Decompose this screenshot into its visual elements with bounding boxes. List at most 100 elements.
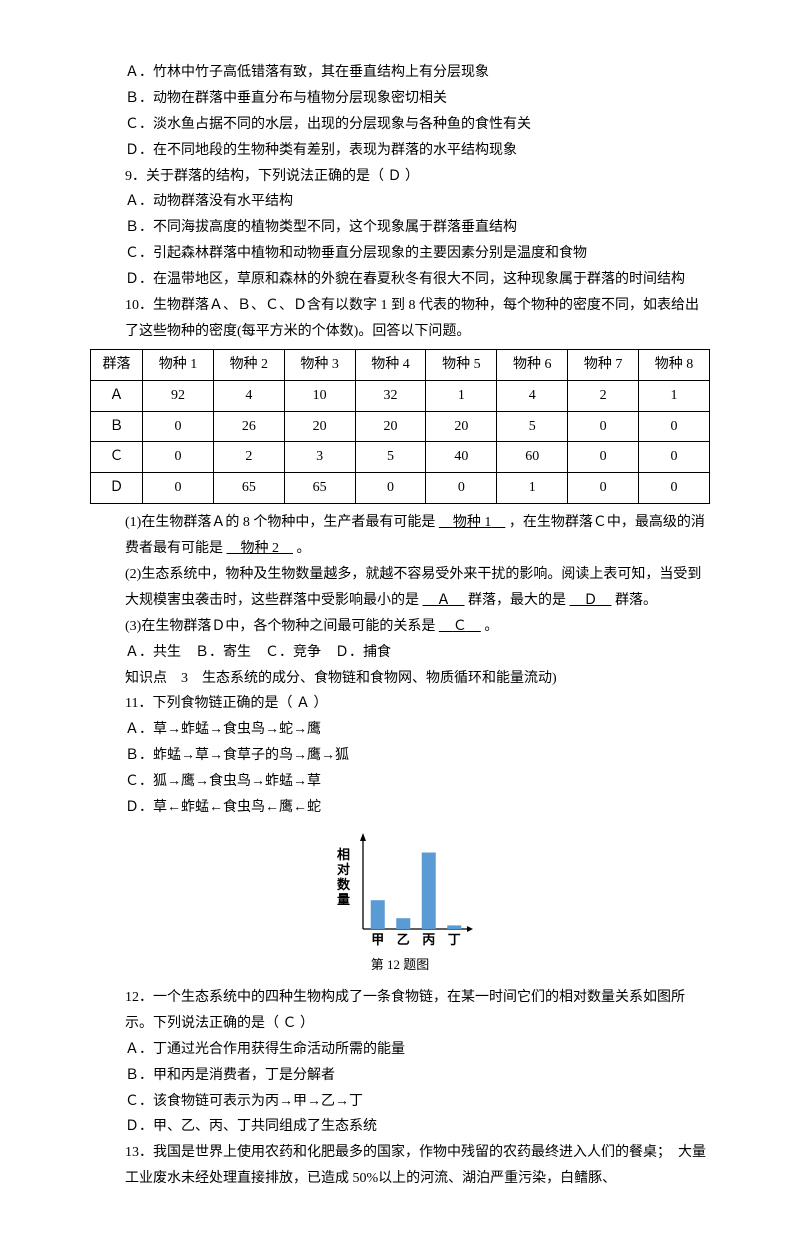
q9-opt-a: Ａ．动物群落没有水平结构 xyxy=(90,189,710,215)
q11-stem-close: ） xyxy=(313,696,327,711)
th-0: 群落 xyxy=(91,349,143,380)
q13-stem: 13．我国是世界上使用农药和化肥最多的国家，作物中残留的农药最终进入人们的餐桌；… xyxy=(90,1140,710,1192)
table-cell: 92 xyxy=(143,380,214,411)
table-row: Ｄ0656500100 xyxy=(91,473,710,504)
table-cell: 0 xyxy=(639,442,710,473)
table-cell: 65 xyxy=(284,473,355,504)
table-cell: 1 xyxy=(497,473,568,504)
q9-stem-text: 9．关于群落的结构，下列说法正确的是（ xyxy=(125,169,384,184)
q10-table: 群落 物种 1 物种 2 物种 3 物种 4 物种 5 物种 6 物种 7 物种… xyxy=(90,349,710,504)
q10-part2: (2)生态系统中，物种及生物数量越多，就越不容易受外来干扰的影响。阅读上表可知，… xyxy=(90,562,710,614)
q12-opt-c: Ｃ．该食物链可表示为丙→甲→乙→丁 xyxy=(90,1089,710,1115)
q8-opt-a: Ａ．竹林中竹子高低错落有致，其在垂直结构上有分层现象 xyxy=(90,60,710,86)
table-cell: 26 xyxy=(213,411,284,442)
q10-p2b: 群落，最大的是 xyxy=(468,593,566,608)
th-6: 物种 6 xyxy=(497,349,568,380)
table-cell: 1 xyxy=(426,380,497,411)
table-cell: 4 xyxy=(213,380,284,411)
q10-p3-ans: Ｃ xyxy=(439,619,481,634)
q11-stem: 11．下列食物链正确的是（ Ａ ） xyxy=(90,691,710,717)
q9-opt-d: Ｄ．在温带地区，草原和森林的外貌在春夏秋冬有很大不同，这种现象属于群落的时间结构 xyxy=(90,267,710,293)
q12-stem-close: ） xyxy=(300,1016,314,1031)
q10-p2-ans2: Ｄ xyxy=(570,593,612,608)
chart-category-label: 乙 xyxy=(397,932,410,947)
q12-answer: Ｃ xyxy=(283,1016,297,1031)
table-cell: 20 xyxy=(355,411,426,442)
q12-stem: 12．一个生态系统中的四种生物构成了一条食物链，在某一时间它们的相对数量关系如图… xyxy=(90,985,710,1037)
th-4: 物种 4 xyxy=(355,349,426,380)
table-cell: 32 xyxy=(355,380,426,411)
table-cell: 65 xyxy=(213,473,284,504)
table-header-row: 群落 物种 1 物种 2 物种 3 物种 4 物种 5 物种 6 物种 7 物种… xyxy=(91,349,710,380)
table-cell: 0 xyxy=(568,411,639,442)
table-row: Ｃ0235406000 xyxy=(91,442,710,473)
q11-opt-a: Ａ．草→蚱蜢→食虫鸟→蛇→鹰 xyxy=(90,717,710,743)
q11-opt-d: Ｄ．草←蚱蜢←食虫鸟←鹰←蛇 xyxy=(90,795,710,821)
q10-part1: (1)在生物群落Ａ的 8 个物种中，生产者最有可能是 物种 1 ，在生物群落Ｃ中… xyxy=(90,510,710,562)
th-3: 物种 3 xyxy=(284,349,355,380)
q12-opt-a: Ａ．丁通过光合作用获得生命活动所需的能量 xyxy=(90,1037,710,1063)
q9-stem-close: ） xyxy=(405,169,419,184)
table-cell: 0 xyxy=(568,442,639,473)
th-1: 物种 1 xyxy=(143,349,214,380)
q10-part3: (3)在生物群落Ｄ中，各个物种之间最可能的关系是 Ｃ 。 xyxy=(90,614,710,640)
q10-p1-ans1: 物种 1 xyxy=(439,515,506,530)
q10-p1c: 。 xyxy=(297,541,311,556)
chart-ylabel: 相 xyxy=(337,847,350,862)
q9-opt-c: Ｃ．引起森林群落中植物和动物垂直分层现象的主要因素分别是温度和食物 xyxy=(90,241,710,267)
q10-part3-opts: Ａ．共生 Ｂ．寄生 Ｃ．竞争 Ｄ．捕食 xyxy=(90,640,710,666)
q10-p3a: (3)在生物群落Ｄ中，各个物种之间最可能的关系是 xyxy=(125,619,435,634)
table-cell: 0 xyxy=(568,473,639,504)
chart-category-label: 丁 xyxy=(448,932,461,947)
chart-category-label: 丙 xyxy=(422,932,435,947)
table-cell: 5 xyxy=(497,411,568,442)
chart-ylabel: 量 xyxy=(337,892,350,907)
table-row: Ｂ026202020500 xyxy=(91,411,710,442)
th-7: 物种 7 xyxy=(568,349,639,380)
q11-opt-c: Ｃ．狐→鹰→食虫鸟→蚱蜢→草 xyxy=(90,769,710,795)
q12-opt-b: Ｂ．甲和丙是消费者，丁是分解者 xyxy=(90,1063,710,1089)
chart-ylabel: 对 xyxy=(337,862,350,877)
q10-p3b: 。 xyxy=(484,619,498,634)
table-cell: 0 xyxy=(639,473,710,504)
q9-opt-b: Ｂ．不同海拔高度的植物类型不同，这个现象属于群落垂直结构 xyxy=(90,215,710,241)
table-cell: 0 xyxy=(355,473,426,504)
chart-bar xyxy=(422,852,436,929)
q11-opt-b: Ｂ．蚱蜢→草→食草子的鸟→鹰→狐 xyxy=(90,743,710,769)
table-cell: 0 xyxy=(426,473,497,504)
chart-bar xyxy=(396,918,410,929)
table-cell: 60 xyxy=(497,442,568,473)
chart-bar xyxy=(371,900,385,929)
table-cell: 4 xyxy=(497,380,568,411)
table-cell: 0 xyxy=(143,473,214,504)
chart-ylabel: 数 xyxy=(337,877,351,892)
table-cell: 2 xyxy=(568,380,639,411)
q9-stem: 9．关于群落的结构，下列说法正确的是（ Ｄ ） xyxy=(90,164,710,190)
q10-p2c: 群落。 xyxy=(615,593,657,608)
q8-opt-b: Ｂ．动物在群落中垂直分布与植物分层现象密切相关 xyxy=(90,86,710,112)
table-cell: 2 xyxy=(213,442,284,473)
q12-opt-d: Ｄ．甲、乙、丙、丁共同组成了生态系统 xyxy=(90,1114,710,1140)
q11-stem-text: 11．下列食物链正确的是（ xyxy=(125,696,292,711)
table-cell: Ｃ xyxy=(91,442,143,473)
table-cell: 3 xyxy=(284,442,355,473)
chart-category-label: 甲 xyxy=(371,932,384,947)
table-cell: 10 xyxy=(284,380,355,411)
q9-answer: Ｄ xyxy=(388,169,402,184)
q10-stem: 10．生物群落Ａ、Ｂ、Ｃ、Ｄ含有以数字 1 到 8 代表的物种，每个物种的密度不… xyxy=(90,293,710,345)
th-2: 物种 2 xyxy=(213,349,284,380)
th-5: 物种 5 xyxy=(426,349,497,380)
q8-opt-c: Ｃ．淡水鱼占据不同的水层，出现的分层现象与各种鱼的食性有关 xyxy=(90,112,710,138)
q11-answer: Ａ xyxy=(296,696,310,711)
chart-bar xyxy=(447,925,461,929)
table-cell: 5 xyxy=(355,442,426,473)
table-cell: 40 xyxy=(426,442,497,473)
table-cell: 0 xyxy=(639,411,710,442)
th-8: 物种 8 xyxy=(639,349,710,380)
table-cell: Ａ xyxy=(91,380,143,411)
q10-p1-ans2: 物种 2 xyxy=(227,541,294,556)
q10-p2-ans1: Ａ xyxy=(423,593,465,608)
table-cell: 0 xyxy=(143,442,214,473)
table-cell: Ｂ xyxy=(91,411,143,442)
q12-chart-caption: 第 12 题图 xyxy=(90,953,710,977)
